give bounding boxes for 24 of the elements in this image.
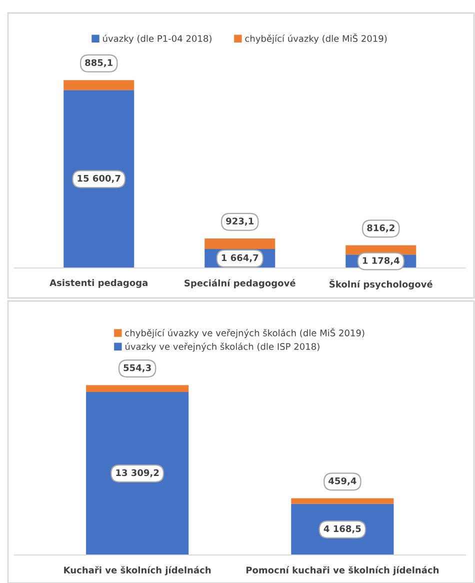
legend-label: chybějící úvazky ve veřejných školách (dle MiŠ 2019) (125, 328, 364, 338)
bar (64, 90, 134, 268)
x-tick-label: Speciální pedagogové (184, 279, 296, 288)
bar (86, 392, 189, 555)
x-tick-label: Kuchaři ve školních jídelnách (64, 566, 211, 576)
x-tick-label: Školní psychologové (330, 279, 432, 290)
data-label: 459,4 (328, 477, 356, 486)
legend-label: chybějící úvazky (dle MiŠ 2019) (245, 33, 387, 44)
data-label: 885,1 (85, 59, 113, 68)
data-label: 15 600,7 (78, 174, 120, 183)
data-label: 13 309,2 (116, 469, 159, 478)
data-label: 923,1 (226, 218, 254, 226)
data-label: 816,2 (367, 224, 394, 232)
bar (291, 498, 394, 504)
bar (64, 80, 134, 90)
data-label: 1 178,4 (362, 257, 400, 266)
data-label: 554,3 (124, 364, 151, 372)
x-tick-label: Pomocní kuchaři ve školních jídelnách (246, 566, 439, 576)
legend-label: úvazky ve veřejných školách (dle ISP 2018) (125, 342, 320, 352)
bar (86, 385, 189, 392)
data-label: 1 664,7 (222, 254, 258, 262)
x-tick-label: Asistenti pedagoga (50, 279, 148, 288)
legend-label: úvazky (dle P1-04 2018) (103, 34, 212, 44)
data-label: 4 168,5 (324, 525, 361, 534)
